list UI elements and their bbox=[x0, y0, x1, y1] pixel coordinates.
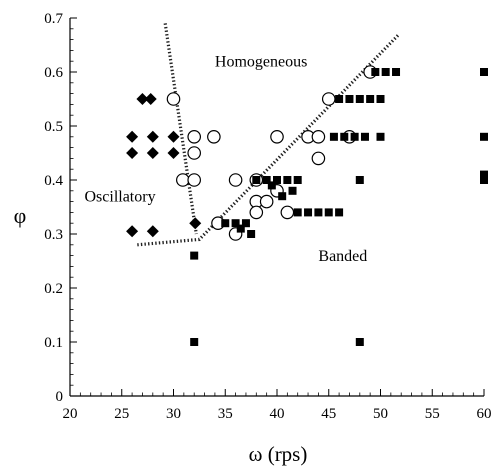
square-marker bbox=[190, 338, 199, 346]
oscillatory-label: Oscillatory bbox=[84, 189, 155, 206]
y-tick-label: 0.2 bbox=[44, 281, 63, 297]
diamond-marker bbox=[126, 130, 139, 143]
square-marker bbox=[324, 208, 333, 217]
circle-marker bbox=[187, 130, 201, 144]
circle-marker bbox=[259, 194, 274, 209]
x-tick-label: 50 bbox=[373, 406, 388, 422]
y-tick-label: 0.6 bbox=[44, 65, 63, 81]
homogeneous-label: Homogeneous bbox=[215, 54, 307, 71]
y-tick-label: 0.3 bbox=[44, 227, 63, 243]
circle-marker bbox=[187, 146, 201, 160]
square-marker bbox=[231, 219, 240, 228]
diamond-marker bbox=[146, 147, 159, 159]
square-marker bbox=[190, 251, 199, 260]
diamond-marker bbox=[167, 130, 180, 143]
square-marker bbox=[288, 186, 297, 195]
square-marker bbox=[273, 176, 281, 184]
square-marker bbox=[392, 68, 401, 76]
square-marker bbox=[366, 95, 375, 103]
square-marker bbox=[335, 95, 344, 103]
square-marker bbox=[278, 192, 287, 201]
banded-label: Banded bbox=[318, 248, 367, 265]
circle-marker bbox=[228, 173, 243, 187]
square-marker bbox=[304, 208, 313, 217]
square-marker bbox=[241, 219, 250, 228]
diamond-marker bbox=[126, 225, 139, 238]
square-marker bbox=[371, 68, 380, 76]
circle-marker bbox=[311, 130, 326, 144]
square-marker bbox=[355, 176, 364, 184]
square-marker bbox=[236, 224, 245, 233]
diamond-marker bbox=[146, 225, 159, 238]
square-marker bbox=[350, 132, 359, 141]
square-marker bbox=[360, 132, 369, 141]
x-tick-label: 55 bbox=[425, 406, 440, 422]
x-tick-label: 25 bbox=[114, 406, 129, 422]
data-markers bbox=[126, 65, 488, 346]
square-marker bbox=[221, 219, 230, 228]
square-marker bbox=[355, 338, 364, 346]
region-labels: Homogeneous Oscillatory Banded bbox=[84, 54, 367, 265]
square-marker bbox=[480, 176, 488, 184]
square-marker bbox=[480, 68, 488, 76]
square-marker bbox=[381, 68, 390, 76]
square-marker bbox=[293, 176, 302, 184]
square-marker bbox=[480, 132, 488, 141]
x-tick-label: 20 bbox=[63, 406, 78, 422]
circle-marker bbox=[280, 205, 295, 220]
circle-marker bbox=[321, 92, 336, 106]
boundary-line bbox=[163, 23, 198, 235]
y-tick-label: 0.1 bbox=[44, 335, 63, 351]
x-axis-label: ω (rps) bbox=[249, 442, 308, 466]
y-tick-label: 0.5 bbox=[44, 119, 63, 135]
square-marker bbox=[252, 176, 261, 184]
diamond-marker bbox=[144, 93, 157, 105]
square-marker bbox=[340, 132, 349, 141]
axes: 20 25 30 35 40 45 50 55 60 0 0.1 0.2 0.3 0.4 0.5 0.6 0.7 bbox=[44, 11, 491, 422]
diamond-marker bbox=[136, 93, 149, 105]
square-marker bbox=[283, 176, 292, 184]
square-marker bbox=[345, 95, 354, 103]
square-marker bbox=[293, 208, 302, 217]
square-marker bbox=[267, 181, 276, 190]
square-marker bbox=[329, 132, 338, 141]
circle-marker bbox=[176, 173, 190, 187]
square-marker bbox=[314, 208, 323, 217]
x-tick-label: 35 bbox=[218, 406, 233, 422]
square-marker bbox=[262, 176, 271, 184]
diamond-marker bbox=[167, 147, 180, 159]
circle-marker bbox=[311, 151, 326, 166]
square-marker bbox=[480, 170, 488, 179]
square-marker bbox=[376, 132, 385, 141]
circle-marker bbox=[270, 130, 284, 144]
x-tick-label: 60 bbox=[477, 406, 492, 422]
x-tick-label: 30 bbox=[166, 406, 181, 422]
circle-marker bbox=[166, 92, 181, 106]
x-tick-label: 45 bbox=[321, 406, 336, 422]
circle-marker bbox=[187, 173, 201, 187]
square-marker bbox=[335, 208, 344, 217]
circle-marker bbox=[249, 205, 264, 220]
y-tick-label: 0 bbox=[56, 389, 64, 405]
x-tick-label: 40 bbox=[270, 406, 285, 422]
y-axis-label: φ bbox=[14, 203, 27, 228]
square-marker bbox=[247, 230, 256, 238]
y-tick-label: 0.7 bbox=[44, 11, 63, 27]
diamond-marker bbox=[146, 130, 159, 143]
square-marker bbox=[376, 95, 385, 103]
diamond-marker bbox=[126, 147, 139, 159]
y-tick-label: 0.4 bbox=[44, 173, 63, 189]
diamond-marker bbox=[189, 217, 202, 230]
circle-marker bbox=[207, 130, 221, 144]
square-marker bbox=[355, 95, 364, 103]
